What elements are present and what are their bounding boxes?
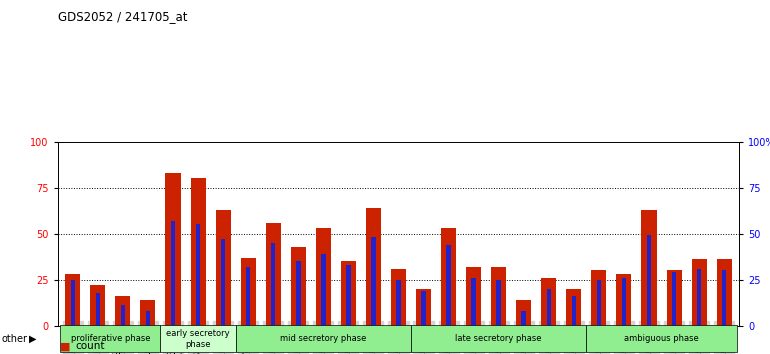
Text: ■: ■ (60, 353, 71, 354)
Bar (90, 285, 105, 326)
Bar (587, 325, 737, 353)
Bar (441, 228, 456, 326)
Text: ambiguous phase: ambiguous phase (624, 335, 699, 343)
Bar (667, 270, 681, 326)
Bar (597, 280, 601, 326)
Text: late secretory phase: late secretory phase (455, 335, 542, 343)
Text: other: other (2, 334, 28, 344)
Bar (166, 173, 180, 326)
Bar (647, 235, 651, 326)
Bar (691, 259, 707, 326)
Bar (397, 280, 400, 326)
Bar (416, 289, 431, 326)
Bar (171, 221, 176, 326)
Bar (641, 210, 657, 326)
Bar (521, 311, 526, 326)
Bar (271, 243, 276, 326)
Bar (190, 178, 206, 326)
Bar (391, 269, 406, 326)
Bar (697, 269, 701, 326)
Bar (571, 296, 576, 326)
Bar (466, 267, 481, 326)
Bar (491, 267, 506, 326)
Bar (321, 254, 326, 326)
Bar (95, 292, 100, 326)
Bar (411, 325, 587, 353)
Bar (221, 239, 226, 326)
Bar (160, 325, 236, 353)
Bar (196, 224, 200, 326)
Bar (366, 208, 381, 326)
Bar (621, 278, 626, 326)
Text: GDS2052 / 241705_at: GDS2052 / 241705_at (58, 10, 187, 23)
Bar (497, 280, 501, 326)
Bar (566, 289, 581, 326)
Bar (617, 274, 631, 326)
Bar (722, 270, 726, 326)
Bar (71, 280, 75, 326)
Text: proliferative phase: proliferative phase (71, 335, 150, 343)
Text: percentile rank within the sample: percentile rank within the sample (75, 353, 251, 354)
Bar (216, 210, 231, 326)
Bar (547, 289, 551, 326)
Text: mid secretory phase: mid secretory phase (280, 335, 367, 343)
Bar (346, 265, 350, 326)
Bar (591, 270, 607, 326)
Bar (291, 246, 306, 326)
Bar (541, 278, 556, 326)
Bar (140, 300, 156, 326)
Bar (316, 228, 331, 326)
Bar (341, 261, 356, 326)
Text: ■: ■ (60, 341, 71, 351)
Bar (236, 325, 411, 353)
Text: count: count (75, 341, 105, 351)
Bar (116, 296, 130, 326)
Bar (246, 267, 250, 326)
Bar (121, 306, 126, 326)
Bar (516, 300, 531, 326)
Text: ▶: ▶ (29, 334, 37, 344)
Bar (671, 272, 676, 326)
Bar (371, 237, 376, 326)
Bar (296, 261, 300, 326)
Bar (60, 325, 160, 353)
Bar (146, 311, 150, 326)
Bar (471, 278, 476, 326)
Bar (266, 223, 281, 326)
Bar (447, 245, 451, 326)
Bar (421, 291, 426, 326)
Bar (241, 258, 256, 326)
Bar (717, 259, 731, 326)
Text: early secretory
phase: early secretory phase (166, 329, 230, 349)
Bar (65, 274, 80, 326)
